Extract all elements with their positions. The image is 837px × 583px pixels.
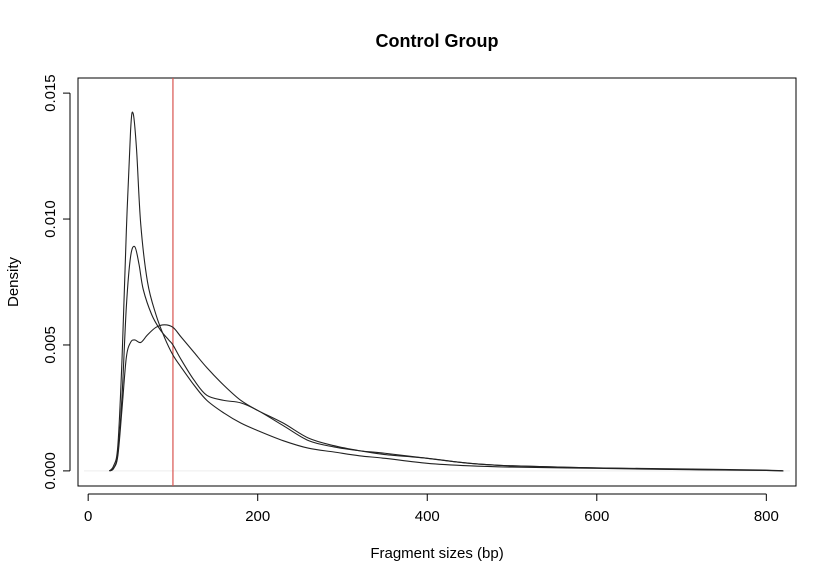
x-axis-label: Fragment sizes (bp)	[370, 545, 503, 562]
x-tick-label: 400	[415, 508, 440, 525]
y-tick-label: 0.000	[42, 452, 59, 490]
plot-layer	[84, 78, 790, 486]
x-tick-label: 0	[84, 508, 92, 525]
y-axis: 0.000 0.005 0.010 0.015	[42, 74, 71, 490]
x-axis: 0 200 400 600 800	[84, 493, 779, 525]
chart-title: Control Group	[376, 31, 499, 51]
density-curve-1	[108, 111, 784, 472]
density-curve-2	[109, 245, 784, 472]
y-tick-label: 0.005	[42, 326, 59, 364]
y-tick-label: 0.010	[42, 200, 59, 238]
density-curve-3	[109, 324, 784, 472]
x-tick-label: 600	[584, 508, 609, 525]
y-axis-label: Density	[5, 256, 22, 307]
x-tick-label: 800	[754, 508, 779, 525]
x-tick-label: 200	[245, 508, 270, 525]
y-tick-label: 0.015	[42, 74, 59, 112]
plot-frame	[77, 77, 797, 487]
